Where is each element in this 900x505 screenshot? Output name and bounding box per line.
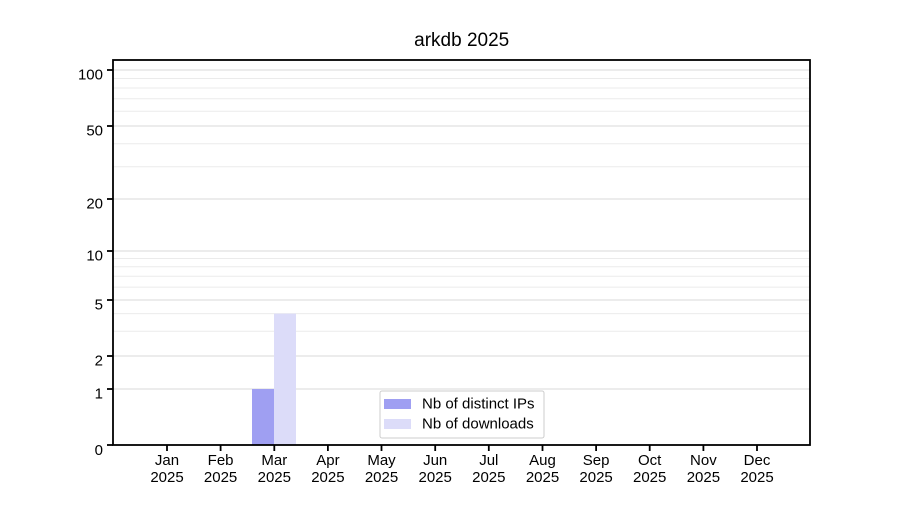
svg-text:0: 0	[95, 442, 103, 459]
svg-text:Dec: Dec	[744, 452, 771, 469]
svg-text:Feb: Feb	[208, 452, 234, 469]
svg-text:Aug: Aug	[529, 452, 556, 469]
svg-text:2025: 2025	[579, 469, 612, 486]
svg-text:10: 10	[86, 247, 103, 264]
svg-text:2025: 2025	[472, 469, 505, 486]
svg-text:arkdb 2025: arkdb 2025	[414, 30, 509, 51]
svg-text:100: 100	[78, 66, 103, 83]
svg-text:Nb of downloads: Nb of downloads	[422, 416, 534, 433]
svg-text:Jul: Jul	[479, 452, 498, 469]
svg-text:Nov: Nov	[690, 452, 717, 469]
svg-text:2025: 2025	[258, 469, 291, 486]
svg-text:2: 2	[95, 352, 103, 369]
svg-text:50: 50	[86, 122, 103, 139]
svg-text:2025: 2025	[740, 469, 773, 486]
svg-text:Jan: Jan	[155, 452, 179, 469]
svg-text:Jun: Jun	[423, 452, 447, 469]
svg-text:Sep: Sep	[583, 452, 610, 469]
svg-text:1: 1	[95, 385, 103, 402]
svg-text:20: 20	[86, 195, 103, 212]
svg-text:2025: 2025	[419, 469, 452, 486]
svg-text:Apr: Apr	[316, 452, 339, 469]
svg-text:Mar: Mar	[261, 452, 287, 469]
svg-text:Nb of distinct IPs: Nb of distinct IPs	[422, 396, 535, 413]
svg-text:2025: 2025	[311, 469, 344, 486]
svg-text:2025: 2025	[204, 469, 237, 486]
svg-text:2025: 2025	[526, 469, 559, 486]
svg-text:May: May	[367, 452, 396, 469]
svg-text:2025: 2025	[365, 469, 398, 486]
svg-text:2025: 2025	[633, 469, 666, 486]
svg-text:2025: 2025	[150, 469, 183, 486]
svg-text:2025: 2025	[687, 469, 720, 486]
svg-text:5: 5	[95, 296, 103, 313]
svg-text:Oct: Oct	[638, 452, 662, 469]
